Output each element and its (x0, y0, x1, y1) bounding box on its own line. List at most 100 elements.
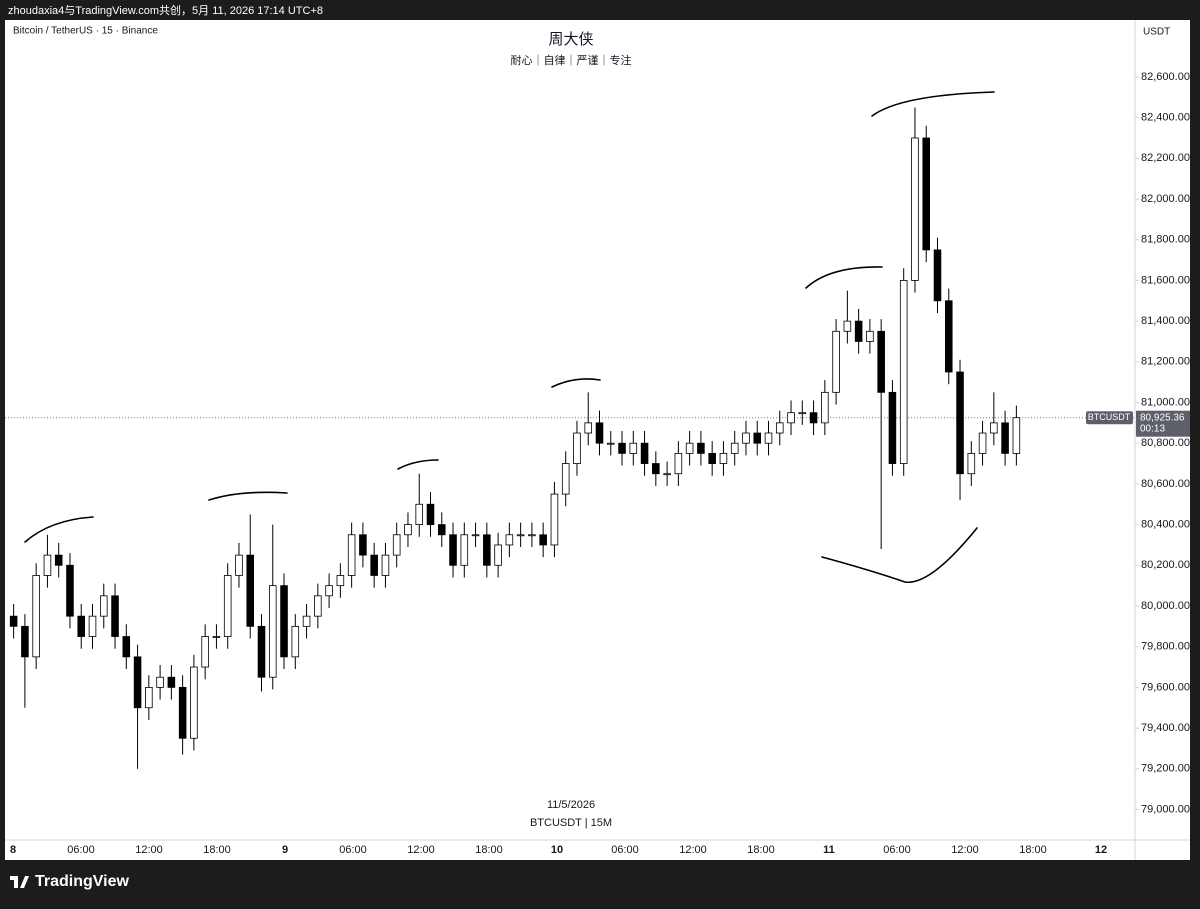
y-tick-label: 79,400.00 (1141, 722, 1190, 734)
candle-body (156, 676, 164, 688)
candle-body (66, 564, 74, 617)
price-tag-bg (1136, 410, 1190, 437)
x-tick-label: 06:00 (883, 844, 911, 856)
y-tick-label: 82,600.00 (1141, 71, 1190, 83)
candle-body (539, 534, 547, 546)
candle-body (404, 524, 412, 536)
candle-body (967, 452, 976, 475)
arc (805, 266, 883, 289)
header-text: zhoudaxia4与TradingView.com共创，5月 11, 2026… (8, 4, 323, 17)
candle-body (201, 636, 209, 668)
arc (871, 91, 995, 117)
y-tick-label: 81,600.00 (1141, 274, 1190, 286)
y-tick-label: 82,200.00 (1141, 152, 1190, 164)
candle-body (1012, 417, 1021, 454)
candle-body (505, 534, 514, 546)
x-tick-label: 18:00 (1019, 844, 1047, 856)
candle-body (212, 636, 221, 638)
y-tick-label: 81,000.00 (1141, 396, 1190, 408)
brand: TradingView (35, 873, 130, 890)
candle-body (494, 544, 502, 566)
arc (208, 491, 288, 501)
candle-body (302, 615, 311, 627)
candle-body (392, 534, 401, 556)
candle-body (956, 371, 964, 475)
candle-body (550, 493, 559, 546)
candle-body (178, 686, 187, 739)
candle-body (314, 595, 322, 617)
y-tick-label: 79,000.00 (1141, 803, 1190, 815)
candle-body (280, 585, 288, 658)
y-tick-label: 79,800.00 (1141, 641, 1190, 653)
candle-body (291, 625, 300, 658)
y-tick-label: 79,200.00 (1141, 763, 1190, 775)
candle-body (347, 534, 356, 576)
y-tick-label: 80,400.00 (1141, 519, 1190, 531)
candle-body (88, 615, 97, 637)
candle-body (663, 473, 671, 476)
candle-body (223, 575, 232, 637)
candle-body (483, 534, 491, 566)
y-tick-label: 81,400.00 (1141, 315, 1190, 327)
candle-body (674, 452, 683, 475)
candle-body (415, 503, 424, 526)
candle-body (325, 585, 333, 597)
candle-body (719, 452, 728, 464)
candle-body (730, 442, 739, 454)
chart-title: 周大侠 (548, 31, 593, 48)
candle-body (764, 432, 773, 444)
candle-body (787, 412, 795, 424)
logo-icon (10, 876, 29, 888)
symbol-label: Bitcoin / TetherUS · 15 · Binance (13, 26, 158, 37)
candle-body (167, 676, 176, 688)
candle-body (1001, 422, 1009, 454)
candle-body (122, 636, 131, 658)
candle-body (922, 137, 931, 251)
footer-label: BTCUSDT | 15M (530, 817, 612, 829)
candle-body (449, 534, 457, 566)
candle-body (190, 666, 198, 739)
price-tag: 80,925.36 (1140, 412, 1185, 423)
candle-body (944, 300, 953, 373)
candle-body (697, 442, 705, 454)
date-label: 11/5/2026 (547, 799, 595, 811)
arc (397, 459, 439, 470)
candle-body (629, 442, 638, 454)
x-tick-label: 12:00 (135, 844, 163, 856)
candle-body (888, 391, 897, 464)
candle-body (336, 575, 345, 587)
arc (24, 516, 94, 543)
candle-body (854, 320, 863, 342)
candle-body (990, 422, 998, 434)
x-tick-label: 06:00 (339, 844, 367, 856)
hand-drawn-annotations (24, 91, 995, 583)
candles (9, 107, 1021, 769)
candle-body (359, 534, 367, 556)
candle-body (516, 534, 525, 537)
y-tick-label: 80,000.00 (1141, 600, 1190, 612)
chart-subtitle: 耐心｜自律｜严谨｜专注 (511, 53, 632, 67)
candle-body (99, 595, 108, 617)
candle-body (235, 554, 243, 576)
candle-body (54, 554, 63, 566)
x-tick-label: 12:00 (951, 844, 979, 856)
y-tick-label: 82,400.00 (1141, 112, 1190, 124)
candle-body (640, 442, 649, 464)
candle-body (257, 625, 266, 678)
candle-body (911, 137, 919, 281)
candle-body (111, 595, 119, 637)
y-tick-label: 80,200.00 (1141, 559, 1190, 571)
candle-body (899, 280, 908, 464)
symbol-tag-bg (1086, 411, 1133, 425)
candle-body (528, 534, 536, 537)
y-tick-label: 80,600.00 (1141, 478, 1190, 490)
y-tick-label: 82,000.00 (1141, 193, 1190, 205)
candle-body (595, 422, 604, 444)
candle-body (437, 524, 446, 536)
candle-body (798, 412, 807, 415)
candle-body (866, 330, 874, 342)
candle-body (978, 432, 987, 454)
candle-body (370, 554, 378, 576)
y-tick-label: 79,600.00 (1141, 681, 1190, 693)
